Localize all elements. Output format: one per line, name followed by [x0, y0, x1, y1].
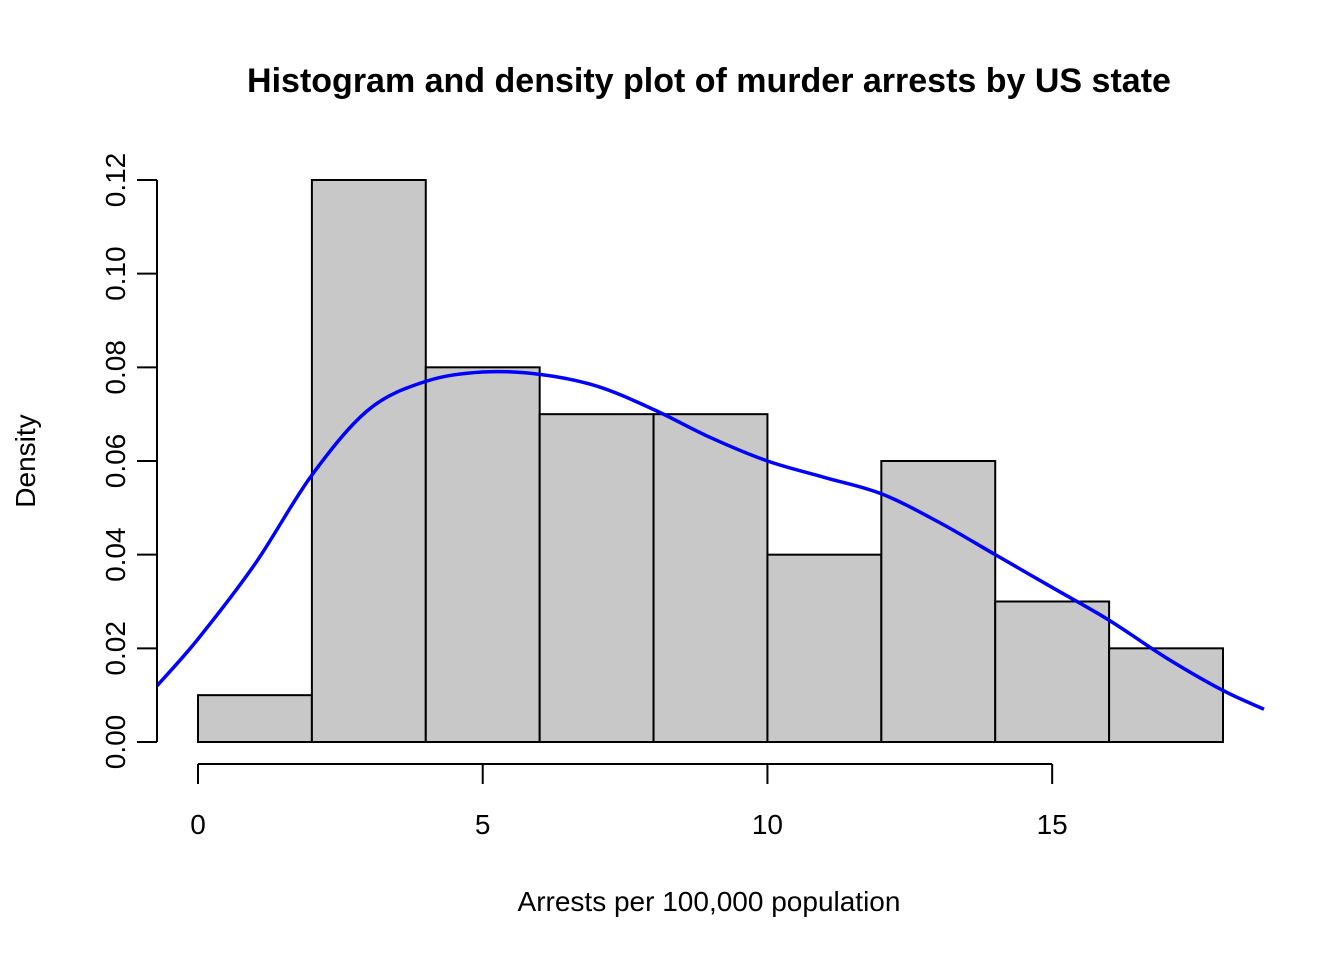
y-axis-label: Density: [10, 414, 41, 507]
chart-title: Histogram and density plot of murder arr…: [247, 62, 1171, 100]
x-tick-label: 15: [1037, 809, 1068, 840]
histogram-bar-0: [197, 694, 313, 744]
x-tick-label: 10: [752, 809, 783, 840]
histogram-bar-6: [880, 460, 997, 743]
y-tick-label: 0.02: [100, 621, 131, 676]
histogram-bar-2: [424, 366, 541, 743]
y-tick-label: 0.08: [100, 340, 131, 395]
histogram-bar-8: [1108, 647, 1224, 743]
y-tick-label: 0.04: [100, 527, 131, 582]
histogram-bar-1: [310, 179, 427, 743]
y-tick-label: 0.10: [100, 246, 131, 301]
histogram-bar-4: [652, 413, 769, 743]
y-tick-label: 0.06: [100, 434, 131, 489]
y-tick-label: 0.00: [100, 715, 131, 770]
x-axis: 0 5 10 15: [190, 763, 1068, 840]
x-tick-label: 5: [475, 809, 491, 840]
y-axis: 0.00 0.02 0.04 0.06 0.08 0.10 0.12: [100, 153, 158, 770]
x-axis-label: Arrests per 100,000 population: [518, 886, 901, 917]
histogram-bar-7: [994, 600, 1111, 743]
x-tick-label: 0: [190, 809, 206, 840]
histogram-bar-5: [766, 553, 883, 744]
histogram-bars: [197, 179, 1224, 744]
density-curve: [155, 369, 1265, 711]
histogram-bar-3: [538, 413, 655, 743]
y-tick-label: 0.12: [100, 153, 131, 208]
